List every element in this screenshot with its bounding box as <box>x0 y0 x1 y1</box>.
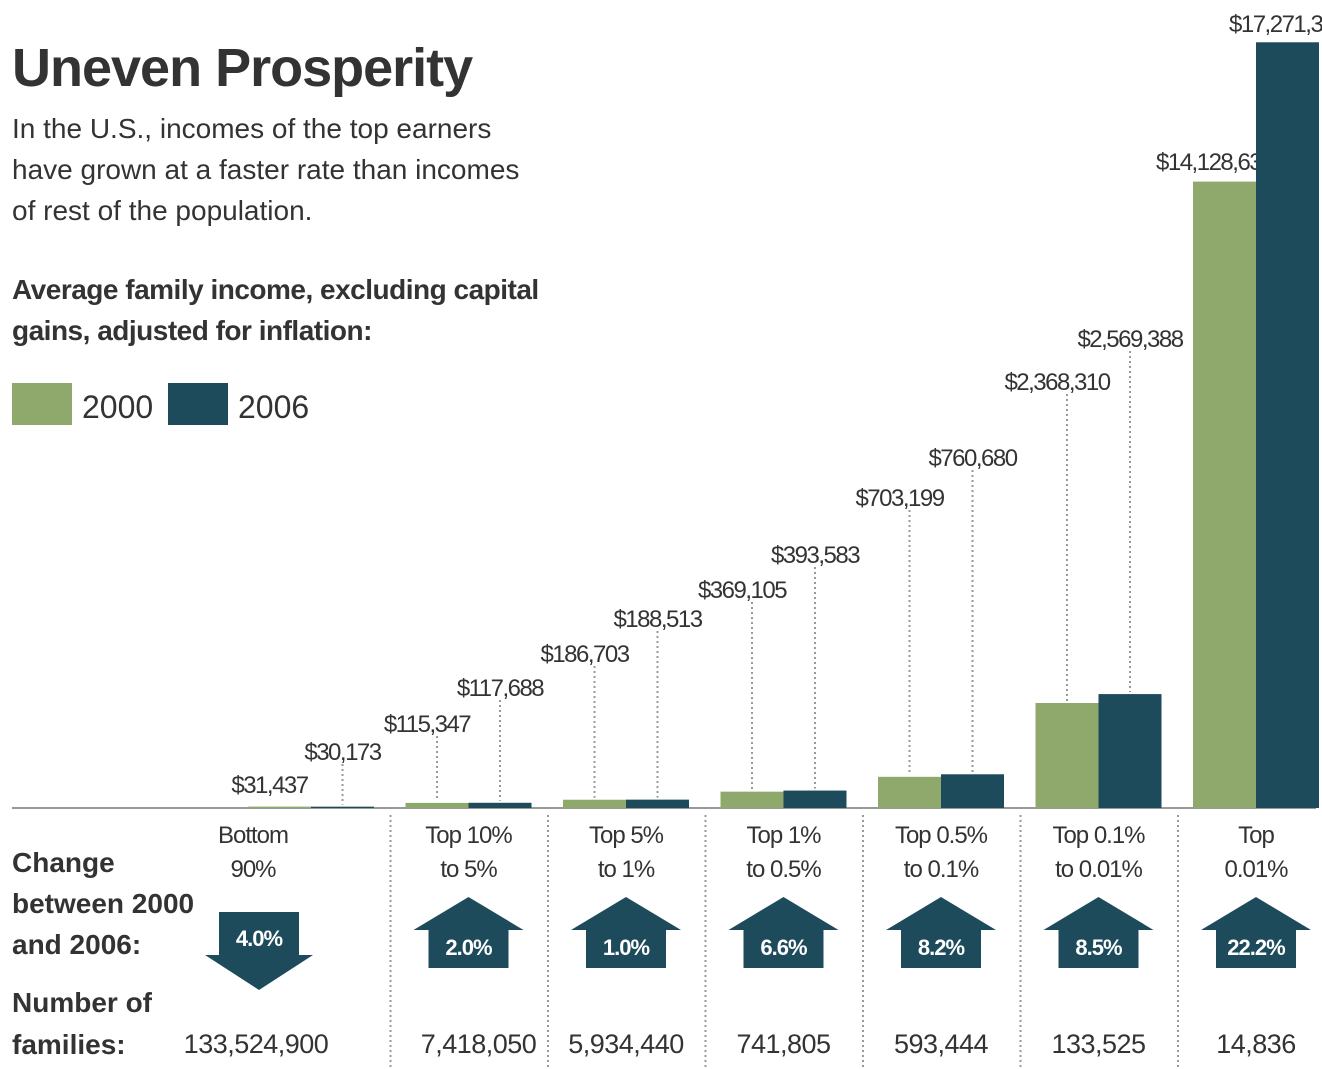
value-label: $31,437 <box>231 772 308 799</box>
change-arrow <box>571 897 681 968</box>
legend-swatch <box>168 383 228 425</box>
bar <box>1035 703 1099 808</box>
chart-title: Uneven Prosperity <box>12 38 473 98</box>
value-label: $17,271,381 <box>1229 11 1322 38</box>
value-label: $115,347 <box>384 711 471 738</box>
change-label: 8.5% <box>1075 935 1122 960</box>
change-arrow <box>728 897 839 968</box>
change-arrow <box>886 897 996 968</box>
bar <box>563 799 626 808</box>
row-label: Change between 2000 and 2006: <box>12 847 194 960</box>
value-label: $369,105 <box>698 577 787 604</box>
bar <box>626 799 689 808</box>
category-label: Top 0.5% to 0.1% <box>895 822 988 883</box>
value-label: $117,688 <box>457 675 544 702</box>
change-label: 6.6% <box>760 935 807 960</box>
change-label: 1.0% <box>603 935 650 960</box>
bar <box>1098 694 1162 808</box>
category-label: Top 10% to 5% <box>425 822 512 883</box>
value-label: $703,199 <box>855 485 944 512</box>
value-label: $2,368,310 <box>1004 369 1110 396</box>
change-label: 8.2% <box>918 935 965 960</box>
value-label: $393,583 <box>771 542 860 569</box>
category-label: Top 0.1% to 0.01% <box>1052 822 1145 883</box>
value-label: $760,680 <box>928 445 1017 472</box>
bar <box>783 790 847 808</box>
bar <box>311 806 374 808</box>
value-label: $14,128,633 <box>1156 149 1274 176</box>
value-label: $2,569,388 <box>1077 326 1183 353</box>
change-label: 22.2% <box>1227 935 1285 960</box>
families-value: 593,444 <box>894 1029 989 1059</box>
change-arrow <box>1043 897 1154 968</box>
category-label: Top 5% to 1% <box>589 822 664 883</box>
value-label: $30,173 <box>304 739 381 766</box>
bar <box>878 776 941 808</box>
legend-label: 2006 <box>238 389 309 425</box>
bar <box>941 774 1004 808</box>
value-label: $186,703 <box>540 641 629 668</box>
legend-label: 2000 <box>82 389 153 425</box>
change-label: 4.0% <box>236 926 283 951</box>
category-label: Bottom 90% <box>218 822 288 883</box>
value-label: $188,513 <box>613 606 702 633</box>
families-value: 741,805 <box>736 1029 830 1059</box>
families-value: 5,934,440 <box>568 1029 684 1059</box>
change-arrow <box>413 897 524 968</box>
families-value: 133,525 <box>1051 1029 1145 1059</box>
families-value: 133,524,900 <box>184 1029 329 1059</box>
category-label: Top 0.01% <box>1224 822 1288 883</box>
change-arrow <box>1201 897 1311 968</box>
row-label: Number of families: <box>12 987 153 1060</box>
families-value: 7,418,050 <box>421 1029 537 1059</box>
families-value: 14,836 <box>1216 1029 1296 1059</box>
axis-label: Average family income, excluding capital… <box>12 274 539 346</box>
bar <box>1256 42 1319 809</box>
bar <box>405 802 469 808</box>
bar <box>720 791 784 808</box>
legend-swatch <box>12 383 72 425</box>
bar <box>248 806 311 808</box>
subtitle: In the U.S., incomes of the top earners h… <box>12 113 519 226</box>
bar <box>468 802 532 808</box>
bar <box>1193 181 1256 808</box>
change-label: 2.0% <box>445 935 492 960</box>
change-arrow <box>205 912 313 990</box>
category-label: Top 1% to 0.5% <box>746 822 821 883</box>
